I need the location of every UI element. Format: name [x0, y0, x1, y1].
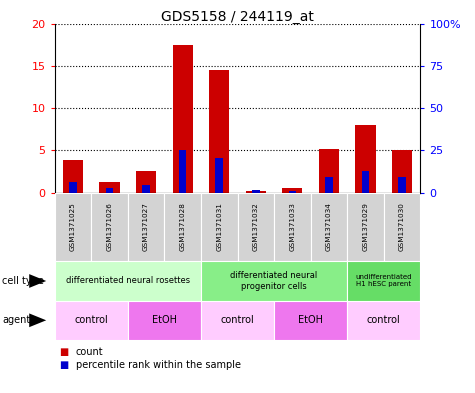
Bar	[347, 301, 420, 340]
Bar	[252, 190, 260, 193]
Text: GDS5158 / 244119_at: GDS5158 / 244119_at	[161, 10, 314, 24]
Bar	[398, 177, 406, 193]
Text: EtOH: EtOH	[152, 315, 177, 325]
Bar	[274, 301, 347, 340]
Bar	[347, 193, 384, 261]
Bar	[142, 185, 150, 193]
Text: differentiated neural
progenitor cells: differentiated neural progenitor cells	[230, 271, 318, 291]
Text: EtOH: EtOH	[298, 315, 323, 325]
Bar	[238, 193, 274, 261]
Bar	[282, 188, 303, 193]
Text: control: control	[220, 315, 255, 325]
Bar	[288, 191, 296, 193]
Bar	[201, 193, 238, 261]
Bar	[99, 182, 120, 193]
Text: GSM1371025: GSM1371025	[70, 202, 76, 252]
Bar	[274, 193, 311, 261]
Text: agent: agent	[2, 315, 30, 325]
Bar	[311, 193, 347, 261]
Bar	[246, 191, 266, 193]
Bar	[355, 125, 376, 193]
Bar	[55, 193, 91, 261]
Bar	[392, 150, 412, 193]
Text: control: control	[74, 315, 108, 325]
Text: GSM1371027: GSM1371027	[143, 202, 149, 252]
Bar	[128, 301, 201, 340]
Bar	[136, 171, 156, 193]
Bar	[347, 261, 420, 301]
Text: GSM1371030: GSM1371030	[399, 202, 405, 252]
Polygon shape	[29, 274, 46, 288]
Bar	[361, 171, 370, 193]
Bar	[319, 149, 339, 193]
Text: GSM1371033: GSM1371033	[289, 202, 295, 252]
Text: count: count	[76, 347, 104, 357]
Bar	[384, 193, 420, 261]
Text: GSM1371029: GSM1371029	[362, 202, 369, 252]
Polygon shape	[29, 314, 46, 327]
Bar	[55, 261, 201, 301]
Bar	[201, 261, 347, 301]
Text: GSM1371034: GSM1371034	[326, 202, 332, 252]
Bar	[209, 70, 229, 193]
Text: undifferentiated
H1 hESC parent: undifferentiated H1 hESC parent	[356, 274, 412, 288]
Text: cell type: cell type	[2, 276, 44, 286]
Text: GSM1371032: GSM1371032	[253, 202, 259, 252]
Text: differentiated neural rosettes: differentiated neural rosettes	[66, 277, 190, 285]
Bar	[69, 182, 77, 193]
Bar	[215, 158, 223, 193]
Bar	[201, 301, 274, 340]
Bar	[91, 193, 128, 261]
Bar	[105, 187, 114, 193]
Text: ■: ■	[59, 347, 68, 357]
Text: GSM1371026: GSM1371026	[106, 202, 113, 252]
Text: GSM1371028: GSM1371028	[180, 202, 186, 252]
Bar	[172, 45, 193, 193]
Bar	[325, 176, 333, 193]
Bar	[179, 150, 187, 193]
Bar	[164, 193, 201, 261]
Text: percentile rank within the sample: percentile rank within the sample	[76, 360, 241, 371]
Text: ■: ■	[59, 360, 68, 371]
Bar	[55, 301, 128, 340]
Text: GSM1371031: GSM1371031	[216, 202, 222, 252]
Bar	[128, 193, 164, 261]
Text: control: control	[367, 315, 401, 325]
Bar	[63, 160, 83, 193]
